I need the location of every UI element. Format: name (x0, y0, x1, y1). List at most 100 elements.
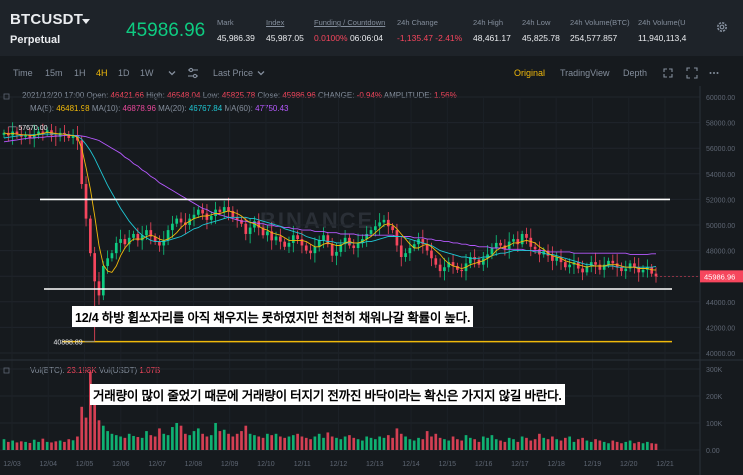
volume-bar (127, 433, 131, 450)
date-tick-label: 12/15 (439, 461, 457, 468)
collapse-icon (3, 367, 10, 374)
candle-body (279, 236, 282, 242)
stat-24h-vol-usdt-value: 11,940,113,4 (638, 33, 687, 43)
volume-bar (97, 420, 101, 450)
candle-body (37, 131, 40, 135)
candle-body (145, 230, 148, 236)
candle-body (188, 218, 192, 225)
stat-24h-vol-btc-label: 24h Volume(BTC) (570, 18, 630, 27)
funding-countdown: 06:06:04 (349, 33, 384, 43)
volume-bar (525, 437, 528, 450)
volume-bar (650, 443, 654, 450)
volume-bar (149, 435, 153, 450)
vol-usdt-value: 1.07B (139, 366, 161, 375)
price-type-select[interactable]: Last Price (213, 68, 254, 78)
volume-bar (244, 425, 248, 450)
volume-bar (425, 431, 429, 450)
volume-bar (196, 428, 200, 450)
collapse-icon (3, 93, 10, 100)
interval-15m[interactable]: 15m (45, 68, 63, 78)
volume-bar (114, 435, 118, 450)
volume-bar (304, 437, 308, 450)
more-icon[interactable] (708, 67, 720, 79)
chevron-down-icon[interactable] (82, 19, 90, 24)
volume-bar (339, 439, 343, 450)
candle-body (179, 218, 183, 223)
candle-body (153, 236, 157, 242)
price-tick-label: 50000.00 (706, 223, 735, 230)
volume-bar (594, 439, 597, 450)
volume-bar (464, 435, 468, 450)
date-tick-label: 12/10 (257, 461, 275, 468)
volume-bar (386, 435, 390, 450)
candle-body (598, 264, 602, 270)
stat-mark-label: Mark (217, 18, 234, 27)
chart-area[interactable]: 2021/12/20 17:00 Open: 46421.66 High: 46… (0, 86, 743, 475)
interval-4h[interactable]: 4H (96, 68, 108, 78)
indicator-settings-icon[interactable] (187, 67, 199, 79)
candle-body (89, 218, 92, 254)
price-tick-label: 42000.00 (706, 325, 735, 332)
volume-bar (443, 439, 446, 450)
view-tradingview-tab[interactable]: TradingView (560, 68, 610, 78)
candle-body (559, 257, 563, 263)
chevron-down-icon[interactable] (255, 67, 267, 79)
ma5-label: MA(5): (30, 104, 54, 113)
volume-bar (2, 439, 6, 450)
view-depth-tab[interactable]: Depth (623, 68, 648, 78)
volume-legend: Vol(BTC): 23.198K Vol(USDT) 1.07B (30, 366, 160, 375)
candle-body (171, 223, 174, 231)
candle-body (568, 264, 571, 268)
candle-body (551, 255, 554, 261)
candlestick-chart[interactable]: 60000.00 58000.00 56000.00 54000.00 52000.00… (0, 86, 743, 475)
candle-body (542, 250, 546, 255)
price-tick-label: 54000.00 (706, 172, 735, 179)
chart-toolbar: Time 15m 1H 4H 1D 1W Last Price Original… (0, 62, 743, 84)
binance-watermark: BINANCE (260, 208, 375, 233)
candle-body (589, 262, 593, 266)
stat-funding-value: 0.0100% 06:06:04 (314, 33, 383, 43)
gear-icon[interactable] (715, 20, 729, 34)
candle-body (335, 251, 338, 256)
view-original-tab[interactable]: Original (514, 68, 546, 78)
volume-bar (330, 436, 334, 450)
expand-icon[interactable] (662, 67, 674, 79)
candle-body (378, 222, 381, 227)
stat-24h-high-label: 24h High (473, 18, 504, 27)
volume-bar (158, 428, 161, 450)
high-marker-label: 57670.00 (18, 125, 47, 132)
candle-body (481, 258, 485, 265)
candle-body (594, 262, 597, 265)
ma5-value: 46481.98 (56, 104, 90, 113)
candle-body (529, 237, 533, 247)
volume-bar (620, 443, 623, 450)
interval-time[interactable]: Time (13, 68, 33, 78)
volume-bar (395, 428, 399, 450)
candle-body (84, 184, 88, 219)
chevron-down-icon[interactable] (166, 67, 178, 79)
candle-body (447, 262, 451, 268)
volume-bar (37, 441, 40, 450)
candle-body (356, 242, 360, 249)
interval-1w[interactable]: 1W (140, 68, 154, 78)
candle-body (581, 268, 584, 273)
fullscreen-icon[interactable] (686, 67, 698, 79)
candle-body (438, 264, 442, 272)
ohlc-open: 46421.66 (110, 91, 144, 100)
candle-body (231, 210, 235, 218)
volume-bar (512, 439, 515, 450)
symbol-title[interactable]: BTCUSDT (10, 11, 84, 28)
volume-bar (214, 423, 217, 450)
volume-bar (253, 435, 256, 450)
volume-bar (356, 439, 360, 450)
stat-index-label[interactable]: Index (266, 18, 285, 27)
volume-bar (408, 439, 412, 450)
candle-body (300, 239, 304, 246)
interval-1d[interactable]: 1D (118, 68, 130, 78)
ohlc-amplitude: 1.56% (434, 91, 457, 100)
interval-1h[interactable]: 1H (74, 68, 86, 78)
candle-body (602, 264, 606, 270)
volume-bar (563, 437, 567, 450)
volume-bar (166, 435, 170, 450)
stat-funding-label[interactable]: Funding / Countdown (314, 18, 386, 27)
